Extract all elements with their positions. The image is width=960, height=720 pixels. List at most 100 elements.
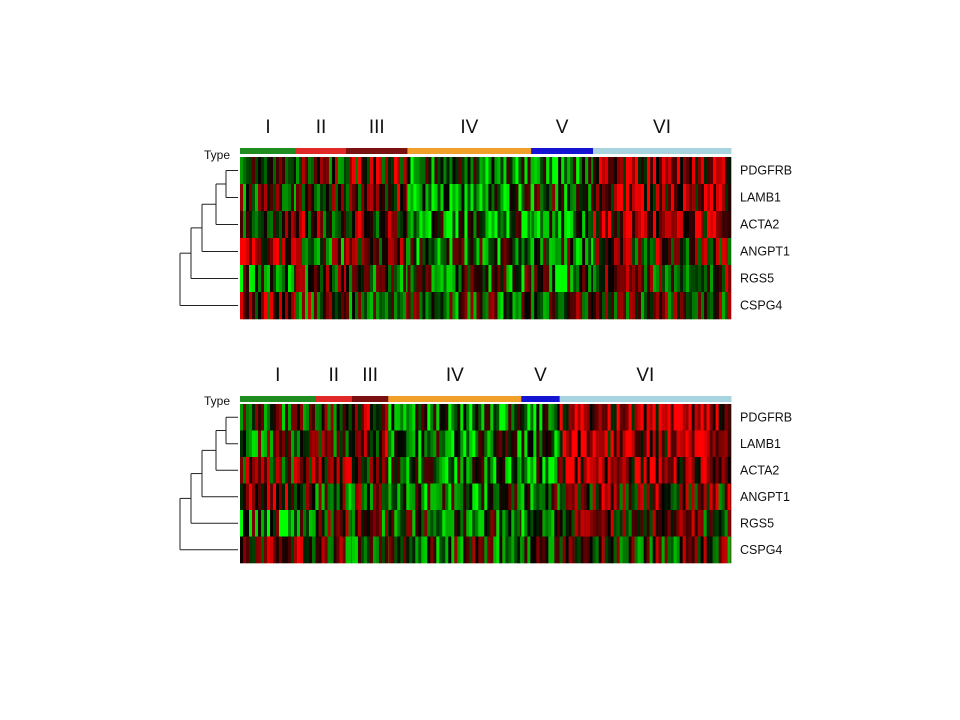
heatmap-cell [709,536,713,564]
heatmap-cell [428,211,432,239]
heatmap-cell [641,157,645,185]
heatmap-cell [558,292,562,320]
heatmap-cell [328,211,333,239]
heatmap-panel-bottom: I II III IV V VI Type PDGFRB LAMB1 ACTA2 ANGPT1 R… [179,365,792,564]
heatmap-cell [285,265,289,293]
heatmap-cell [701,238,705,266]
heatmap-cell [337,292,342,320]
heatmap-cell [570,184,574,212]
heatmap-cell [667,457,671,484]
heatmap-cell [384,430,389,458]
heatmap-cell [554,457,558,484]
row-label-ANGPT1: ANGPT1 [740,490,790,504]
heatmap-cell [646,483,650,511]
heatmap-cell [358,211,362,239]
group-label-III: III [369,117,385,138]
heatmap-cell [312,536,316,564]
heatmap-cell [689,265,693,293]
heatmap-cell [641,184,645,212]
heatmap-cell [521,238,525,266]
heatmap-cell [719,157,723,185]
heatmap-cell [484,483,488,511]
heatmap-cell [579,184,583,212]
heatmap-cell [403,184,407,212]
type-bar-top [240,148,732,154]
heatmap-cell [418,510,422,537]
heatmap-cell [582,184,586,212]
heatmap-cell [668,292,672,320]
heatmap-cell [700,430,704,458]
heatmap-cell [619,483,623,511]
heatmap-cell [697,457,701,484]
heatmap-cell [628,404,632,431]
heatmap-cell [294,404,298,431]
heatmap-cell [315,404,319,431]
heatmap-cell [282,157,286,185]
heatmap-cell [481,430,485,458]
heatmap-cell [413,265,417,293]
heatmap-cell [475,510,479,537]
heatmap-cell [592,510,596,537]
heatmap-cell [496,430,500,458]
heatmap-cell [700,457,704,484]
heatmap-cell [337,238,342,266]
heatmap-cell [534,238,538,266]
heatmap-cell [491,238,495,266]
heatmap-cell [602,184,606,212]
heatmap-cell [674,292,678,320]
heatmap-cell [716,292,720,320]
heatmap-cell [437,211,441,239]
heatmap-cell [298,265,303,293]
heatmap-cell [306,510,310,537]
heatmap-cell [502,457,506,484]
heatmap-cell [297,483,301,511]
heatmap-cell [536,536,540,564]
heatmap-cell [319,211,324,239]
heatmap-cell [576,211,580,239]
heatmap-cell [539,457,543,484]
heatmap-cell [602,157,606,185]
heatmap-cell [496,483,500,511]
heatmap-cell [400,404,404,431]
heatmap-cell [634,430,638,458]
heatmap-cell [407,211,411,239]
heatmap-cell [252,184,256,212]
heatmap-cell [307,238,312,266]
heatmap-cell [431,292,435,320]
heatmap-cell [430,510,434,537]
heatmap-cell [303,536,307,564]
heatmap-cell [448,483,452,511]
heatmap-cell [730,404,732,431]
heatmap-cell [288,483,292,511]
heatmap-cell [623,184,627,212]
heatmap-cell [601,404,605,431]
heatmap-cell [397,430,401,458]
heatmap-cell [304,211,309,239]
heatmap-cell [424,404,428,431]
heatmap-cell [626,238,630,266]
heatmap-cell [354,430,359,458]
heatmap-cell [472,510,476,537]
heatmap-cell [388,536,392,564]
heatmap-cell [276,510,280,537]
heatmap-cell [310,265,315,293]
heatmap-cell [301,157,306,185]
heatmap-cell [626,211,630,239]
heatmap-cell [340,238,345,266]
heatmap-cell [643,510,647,537]
heatmap-cell [700,536,704,564]
heatmap-cell [561,211,565,239]
heatmap-cell [246,265,250,293]
heatmap-cell [722,238,726,266]
heatmap-cell [355,211,359,239]
heatmap-cell [728,211,732,239]
heatmap-cell [463,457,467,484]
heatmap-cell [713,211,717,239]
type-bar-segment-VI [559,396,732,402]
heatmap-cell [557,404,560,431]
heatmap-cell [607,404,611,431]
heatmap-cell [593,292,597,320]
heatmap-cell [276,483,280,511]
heatmap-cell [378,483,383,511]
heatmap-cell [470,292,474,320]
